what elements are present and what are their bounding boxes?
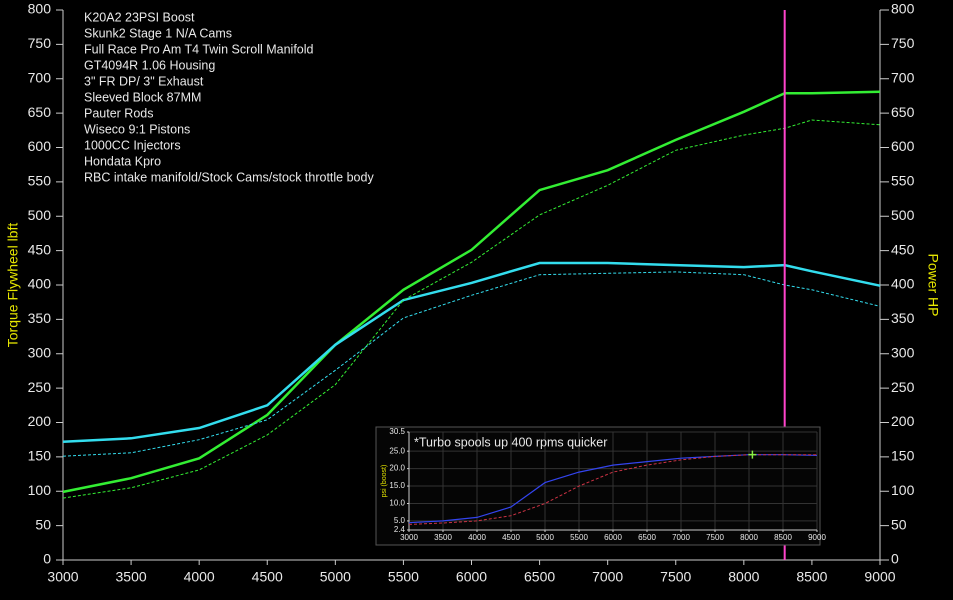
y2-tick-label: 0 (891, 551, 899, 567)
y-tick-label: 450 (28, 241, 52, 257)
y-tick-label: 250 (28, 379, 52, 395)
y-tick-label: 30.5 (389, 427, 405, 436)
y-tick-label: 200 (28, 413, 52, 429)
annotation: Wiseco 9:1 Pistons (84, 122, 190, 136)
x-tick-label: 6000 (456, 569, 487, 585)
annotation: Skunk2 Stage 1 N/A Cams (84, 26, 232, 40)
series-line (62, 90, 881, 494)
y-tick-label: 500 (28, 207, 52, 223)
y2-tick-label: 400 (891, 276, 915, 292)
inset-title: *Turbo spools up 400 rpms quicker (414, 435, 607, 449)
x-tick-label: 5000 (320, 569, 351, 585)
y-tick-label: 350 (28, 310, 52, 326)
y2-tick-label: 800 (891, 1, 915, 17)
y-tick-label: 5.0 (394, 516, 406, 525)
y-tick-label: 15.0 (389, 481, 405, 490)
series-line (62, 261, 881, 444)
x-tick-label: 3500 (116, 569, 147, 585)
y-tick-label: 0 (43, 551, 51, 567)
y2-tick-label: 700 (891, 69, 915, 85)
annotation: 1000CC Injectors (84, 138, 181, 152)
x-tick-label: 6000 (604, 533, 622, 542)
x-tick-label: 7000 (672, 533, 690, 542)
y2-tick-label: 600 (891, 138, 915, 154)
y2-tick-label: 350 (891, 310, 915, 326)
x-tick-label: 6500 (638, 533, 656, 542)
y2-tick-label: 150 (891, 448, 915, 464)
x-tick-label: 7500 (660, 569, 691, 585)
y-tick-label: 800 (28, 1, 52, 17)
y-axis-label: psi (boost) (381, 465, 388, 498)
y-tick-label: 750 (28, 35, 52, 51)
annotation: Sleeved Block 87MM (84, 90, 201, 104)
x-tick-label: 6500 (524, 569, 555, 585)
y-tick-label: 10.0 (389, 499, 405, 508)
y-tick-label: 2.4 (394, 525, 406, 534)
y-tick-label: 150 (28, 448, 52, 464)
y2-axis-label: Power HP (925, 253, 941, 316)
x-tick-label: 3000 (400, 533, 418, 542)
y2-tick-label: 200 (891, 413, 915, 429)
y2-tick-label: 500 (891, 207, 915, 223)
x-tick-label: 9000 (808, 533, 826, 542)
x-tick-label: 7500 (706, 533, 724, 542)
y-tick-label: 400 (28, 276, 52, 292)
x-tick-label: 5500 (388, 569, 419, 585)
x-tick-label: 4000 (184, 569, 215, 585)
y-tick-label: 650 (28, 104, 52, 120)
y2-tick-label: 550 (891, 173, 915, 189)
y2-tick-label: 450 (891, 241, 915, 257)
y-tick-label: 700 (28, 69, 52, 85)
x-tick-label: 9000 (864, 569, 895, 585)
annotation: Pauter Rods (84, 106, 153, 120)
y-axis-label: Torque Flywheel lbft (5, 223, 21, 348)
x-tick-label: 3500 (434, 533, 452, 542)
y-tick-label: 100 (28, 482, 52, 498)
x-tick-label: 4500 (252, 569, 283, 585)
y2-tick-label: 650 (891, 104, 915, 120)
x-tick-label: 8000 (728, 569, 759, 585)
annotation: Full Race Pro Am T4 Twin Scroll Manifold (84, 42, 314, 56)
y2-tick-label: 100 (891, 482, 915, 498)
y2-tick-label: 50 (891, 516, 907, 532)
x-tick-label: 7000 (592, 569, 623, 585)
y-tick-label: 50 (35, 516, 51, 532)
y-tick-label: 20.0 (389, 464, 405, 473)
x-tick-label: 4500 (502, 533, 520, 542)
x-tick-label: 5000 (536, 533, 554, 542)
y-tick-label: 300 (28, 344, 52, 360)
y2-tick-label: 750 (891, 35, 915, 51)
marker (748, 450, 757, 459)
series-line (62, 271, 881, 457)
y2-tick-label: 250 (891, 379, 915, 395)
x-tick-label: 8500 (796, 569, 827, 585)
annotation: K20A2 23PSI Boost (84, 10, 195, 24)
x-tick-label: 8500 (774, 533, 792, 542)
annotation: Hondata Kpro (84, 154, 161, 168)
annotation: 3" FR DP/ 3" Exhaust (84, 74, 204, 88)
x-tick-label: 4000 (468, 533, 486, 542)
annotation: RBC intake manifold/Stock Cams/stock thr… (84, 170, 374, 184)
y-tick-label: 550 (28, 173, 52, 189)
x-tick-label: 5500 (570, 533, 588, 542)
y-tick-label: 600 (28, 138, 52, 154)
series-line (62, 119, 881, 499)
annotation: GT4094R 1.06 Housing (84, 58, 215, 72)
y2-tick-label: 300 (891, 344, 915, 360)
y-tick-label: 25.0 (389, 446, 405, 455)
x-tick-label: 8000 (740, 533, 758, 542)
x-tick-label: 3000 (47, 569, 78, 585)
